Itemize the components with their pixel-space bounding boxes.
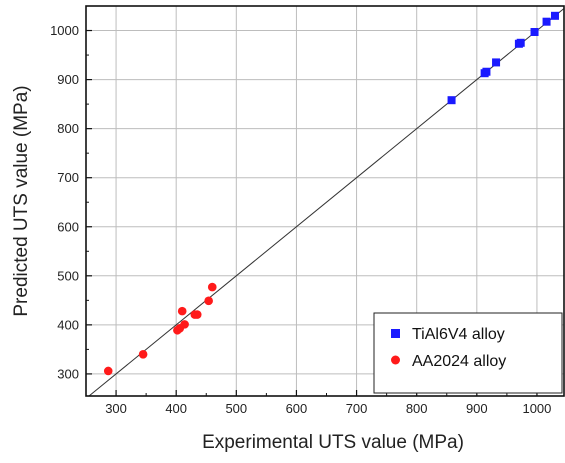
grid-lines <box>86 6 564 396</box>
y-tick-label: 1000 <box>50 23 79 38</box>
legend: TiAl6V4 alloy AA2024 alloy <box>373 312 563 394</box>
point-aa2024-alloy <box>177 306 187 316</box>
data-points <box>103 11 559 376</box>
x-tick-label: 300 <box>105 401 127 416</box>
y-tick-label: 500 <box>57 268 79 283</box>
point-tial6v4-alloy <box>542 17 551 26</box>
y-tick-label: 300 <box>57 366 79 381</box>
y-tick-label: 800 <box>57 121 79 136</box>
point-aa2024-alloy <box>207 282 217 292</box>
legend-label-tial6v4: TiAl6V4 alloy <box>412 326 505 343</box>
x-tick-label: 600 <box>286 401 308 416</box>
x-tick-label: 1000 <box>522 401 551 416</box>
x-tick-label: 800 <box>406 401 428 416</box>
legend-label-aa2024: AA2024 alloy <box>412 353 506 370</box>
y-tick-label: 900 <box>57 72 79 87</box>
y-axis-title: Predicted UTS value (MPa) <box>11 85 32 316</box>
y-tick-label: 700 <box>57 170 79 185</box>
legend-marker-tial6v4 <box>391 329 400 338</box>
y-tick-label: 400 <box>57 317 79 332</box>
plot-frame <box>85 5 565 397</box>
x-tick-label: 900 <box>466 401 488 416</box>
point-tial6v4-alloy <box>516 38 525 47</box>
axis-ticks: 300 400 500 600 700 800 900 1000 300 400 500 600 700… <box>50 5 551 416</box>
point-tial6v4-alloy <box>482 67 491 76</box>
x-axis-title: Experimental UTS value (MPa) <box>202 432 464 453</box>
point-tial6v4-alloy <box>492 58 501 67</box>
point-tial6v4-alloy <box>447 96 456 105</box>
point-tial6v4-alloy <box>530 28 539 36</box>
legend-marker-aa2024 <box>391 355 400 365</box>
point-tial6v4-alloy <box>550 11 559 20</box>
point-aa2024-alloy <box>204 296 213 306</box>
point-aa2024-alloy <box>180 320 189 329</box>
x-tick-label: 700 <box>346 401 368 416</box>
x-tick-label: 500 <box>225 401 247 416</box>
point-aa2024-alloy <box>138 350 148 359</box>
x-tick-label: 400 <box>165 401 187 416</box>
point-aa2024-alloy <box>103 366 113 376</box>
point-aa2024-alloy <box>192 310 202 319</box>
y-tick-label: 600 <box>57 219 79 234</box>
legend-box <box>373 312 563 394</box>
